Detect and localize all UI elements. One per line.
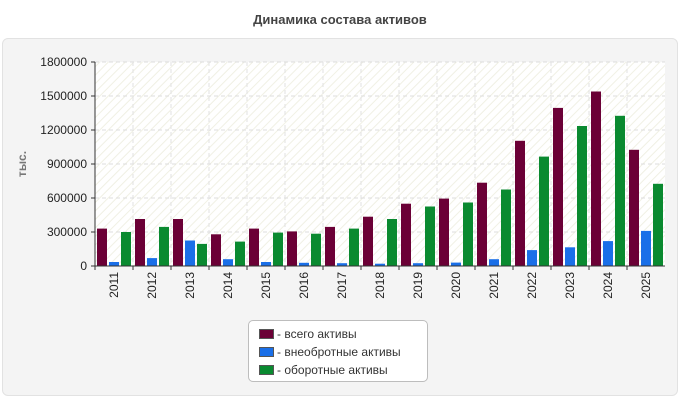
x-tick-labels: 2011 2012 2013 2014 2015 2016 2017 2018 2019 2020…: [94, 266, 653, 299]
bar-2022-s0: [515, 140, 525, 266]
bar-2013-s0: [173, 219, 183, 266]
bar-2023-s0: [553, 107, 563, 267]
legend-item-total: - всего активы: [259, 325, 427, 343]
bar-2023-s1: [565, 247, 575, 266]
bar-2012-s2: [159, 226, 169, 266]
bars-group: [97, 91, 663, 267]
bar-2022-s2: [539, 156, 549, 266]
x-tick-label: 2011: [107, 272, 121, 298]
x-tick-label: 2024: [601, 272, 615, 299]
x-tick-label: 2022: [525, 272, 539, 299]
x-tick-label: 2016: [297, 272, 311, 299]
legend-item-noncurrent: - внеобротные активы: [259, 343, 427, 361]
y-tick-label: 1800000: [40, 55, 87, 69]
legend-swatch-total: [259, 329, 274, 339]
x-tick-label: 2015: [259, 272, 273, 299]
x-tick-label: 2013: [183, 272, 197, 299]
bar-2021-s1: [489, 259, 499, 266]
bar-2019-s1: [413, 263, 423, 266]
bar-2019-s0: [401, 203, 411, 266]
bar-2012-s0: [135, 219, 145, 266]
y-tick-label: 900000: [47, 157, 87, 171]
bar-2018-s0: [363, 216, 373, 266]
bar-2013-s1: [185, 240, 195, 266]
chart-title: Динамика состава активов: [253, 12, 427, 27]
legend-label-noncurrent: внеобротные активы: [284, 345, 401, 359]
bar-2015-s0: [249, 228, 259, 266]
legend-item-current: - оборотные активы: [259, 361, 427, 379]
y-tick-label: 300000: [47, 225, 87, 239]
bar-2017-s1: [337, 263, 347, 266]
bar-2016-s0: [287, 231, 297, 266]
bar-2012-s1: [147, 258, 157, 266]
bar-2021-s2: [501, 189, 511, 266]
bar-2020-s0: [439, 198, 449, 266]
axes-group: [94, 62, 665, 267]
x-tick-label: 2020: [449, 272, 463, 299]
bar-2024-s2: [615, 115, 625, 266]
y-tick-label: 1500000: [40, 89, 87, 103]
y-tick-labels: 0 300000 600000 900000 1200000 1500000 1800000: [40, 55, 87, 273]
legend: - всего активы - внеобротные активы - об…: [248, 320, 428, 382]
bar-2024-s1: [603, 241, 613, 266]
bar-2011-s2: [121, 232, 131, 266]
bar-2011-s0: [97, 228, 107, 266]
legend-label-current: оборотные активы: [284, 363, 388, 377]
bar-2015-s2: [273, 232, 283, 266]
x-tick-label: 2019: [411, 272, 425, 299]
x-tick-label: 2021: [487, 272, 501, 299]
bar-2014-s0: [211, 234, 221, 266]
bar-2014-s2: [235, 241, 245, 266]
bar-2016-s1: [299, 262, 309, 266]
legend-swatch-noncurrent: [259, 347, 274, 357]
bar-2015-s1: [261, 262, 271, 266]
y-tick-label: 600000: [47, 191, 87, 205]
bar-2014-s1: [223, 259, 233, 266]
x-tick-label: 2023: [563, 272, 577, 299]
bar-2020-s2: [463, 202, 473, 266]
legend-swatch-current: [259, 365, 274, 375]
bar-2024-s0: [591, 91, 601, 266]
x-tick-label: 2017: [335, 272, 349, 299]
bar-2017-s0: [325, 226, 335, 266]
bar-2021-s0: [477, 182, 487, 266]
bar-2025-s1: [641, 230, 651, 266]
bar-2025-s0: [629, 149, 639, 266]
grid-lines: [91, 61, 665, 267]
y-axis-label: тыс.: [15, 151, 29, 177]
bar-2022-s1: [527, 250, 537, 266]
x-tick-label: 2018: [373, 272, 387, 299]
y-tick-label: 0: [80, 259, 87, 273]
x-tick-label: 2012: [145, 272, 159, 299]
bar-2023-s2: [577, 126, 587, 266]
bar-2020-s1: [451, 262, 461, 266]
x-tick-label: 2014: [221, 272, 235, 299]
legend-label-total: всего активы: [284, 327, 357, 341]
bar-2013-s2: [197, 243, 207, 266]
bar-2019-s2: [425, 206, 435, 266]
bar-2016-s2: [311, 233, 321, 266]
bar-2025-s2: [653, 183, 663, 266]
y-tick-label: 1200000: [40, 123, 87, 137]
bar-2011-s1: [109, 262, 119, 266]
x-tick-label: 2025: [639, 272, 653, 299]
bar-2018-s2: [387, 219, 397, 266]
bar-2017-s2: [349, 228, 359, 266]
bar-2018-s1: [375, 263, 385, 266]
